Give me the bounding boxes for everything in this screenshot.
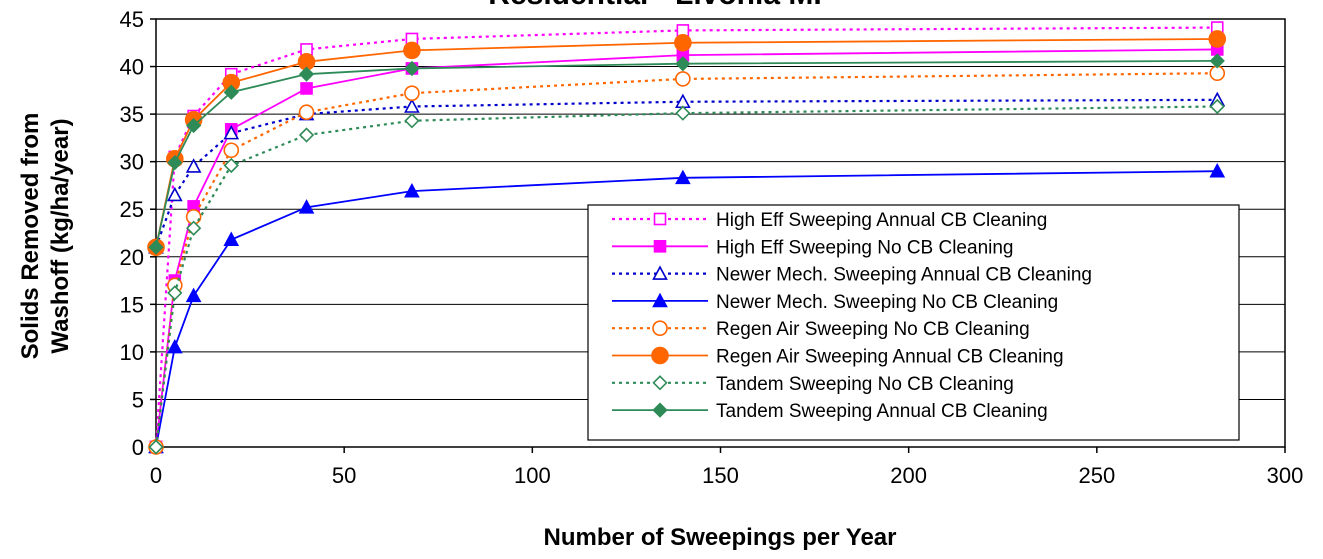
data-point	[1209, 162, 1226, 178]
series-line	[155, 170, 1218, 448]
data-point	[298, 199, 315, 214]
data-point	[651, 346, 669, 365]
legend-label: Regen Air Sweeping No CB Cleaning	[716, 319, 1030, 340]
data-point	[653, 212, 667, 226]
data-point	[223, 231, 240, 246]
legend-item: Tandem Sweeping No CB Cleaning	[612, 374, 1014, 395]
data-point	[652, 375, 668, 391]
series-line	[155, 48, 1218, 448]
data-point	[166, 186, 183, 202]
data-point	[675, 105, 691, 121]
data-point	[186, 220, 202, 236]
legend-label: Tandem Sweeping Annual CB Cleaning	[716, 401, 1048, 422]
data-point	[298, 66, 315, 82]
legend-label: High Eff Sweeping Annual CB Cleaning	[716, 210, 1047, 231]
data-point	[185, 287, 202, 303]
data-point	[148, 439, 164, 455]
data-point	[167, 285, 183, 301]
x-tick-label: 50	[332, 463, 356, 488]
x-tick-label: 150	[702, 463, 739, 488]
y-tick-label: 20	[120, 245, 144, 270]
data-point	[653, 240, 667, 253]
x-axis-ticks: 0 50 100 150 200 250 300	[150, 447, 1303, 488]
y-tick-label: 30	[120, 150, 144, 175]
series-3	[148, 162, 1226, 454]
y-tick-label: 15	[120, 292, 144, 317]
data-point	[404, 182, 420, 198]
legend-item: Regen Air Sweeping No CB Cleaning	[612, 319, 1030, 340]
data-point	[675, 169, 691, 185]
y-axis-ticks: 0 5 10 15 20 25 30 35 40 45	[120, 7, 156, 460]
legend: High Eff Sweeping Annual CB Cleaning High…	[587, 204, 1240, 441]
series-layer	[147, 21, 1227, 455]
x-tick-label: 100	[514, 463, 551, 488]
legend-label: High Eff Sweeping No CB Cleaning	[716, 237, 1014, 258]
data-point	[652, 292, 668, 308]
legend-item: Regen Air Sweeping Annual CB Cleaning	[612, 347, 1064, 368]
data-point	[403, 41, 421, 60]
series-7	[148, 53, 1225, 255]
y-axis-title: Solids Removed from Washoff (kg/ha/year)	[17, 113, 74, 360]
data-point	[166, 338, 183, 354]
x-tick-label: 200	[890, 463, 927, 488]
legend-label: Tandem Sweeping No CB Cleaning	[716, 374, 1014, 395]
legend-item: Newer Mech. Sweeping No CB Cleaning	[612, 292, 1058, 313]
series-line	[154, 72, 1218, 448]
data-point	[652, 402, 668, 418]
data-point	[186, 117, 202, 134]
y-tick-label: 45	[120, 7, 144, 32]
legend-item: High Eff Sweeping Annual CB Cleaning	[612, 210, 1047, 231]
data-point	[298, 104, 315, 121]
legend-item: Tandem Sweeping Annual CB Cleaning	[612, 401, 1048, 422]
y-tick-label: 0	[132, 435, 144, 460]
data-point	[404, 113, 420, 129]
data-point	[167, 154, 183, 171]
y-tick-label: 25	[120, 197, 144, 222]
data-point	[223, 124, 240, 140]
legend-label: Newer Mech. Sweeping No CB Cleaning	[716, 292, 1058, 313]
data-point	[652, 320, 668, 337]
chart-title: Residential - Livonia MI	[488, 0, 821, 11]
series-6	[148, 98, 1225, 455]
legend-item: High Eff Sweeping No CB Cleaning	[612, 237, 1014, 258]
data-point	[675, 71, 691, 87]
data-point	[223, 142, 240, 159]
data-point	[300, 82, 313, 95]
data-point	[185, 158, 202, 173]
data-point	[1209, 98, 1225, 115]
y-tick-label: 5	[132, 387, 144, 412]
x-tick-label: 0	[150, 463, 162, 488]
x-axis-title: Number of Sweepings per Year	[543, 524, 896, 551]
data-point	[223, 84, 239, 100]
data-point	[404, 85, 420, 101]
y-axis-title-line1: Solids Removed from	[17, 113, 44, 360]
data-point	[1208, 30, 1227, 48]
series-line	[154, 105, 1218, 448]
legend-item: Newer Mech. Sweeping Annual CB Cleaning	[612, 265, 1092, 286]
data-point	[223, 157, 239, 174]
data-point	[404, 98, 420, 113]
x-tick-label: 300	[1267, 463, 1304, 488]
y-tick-label: 35	[120, 102, 144, 127]
data-point	[652, 265, 668, 280]
legend-label: Regen Air Sweeping Annual CB Cleaning	[716, 347, 1064, 368]
y-axis-title-line2: Washoff (kg/ha/year)	[47, 118, 74, 353]
data-point	[1209, 53, 1225, 69]
data-point	[404, 60, 420, 77]
data-point	[675, 56, 691, 72]
legend-box	[587, 204, 1240, 441]
x-tick-label: 250	[1078, 463, 1115, 488]
series-line	[155, 59, 1218, 248]
y-tick-label: 40	[120, 55, 144, 80]
data-point	[148, 239, 164, 255]
data-point	[674, 33, 692, 52]
legend-label: Newer Mech. Sweeping Annual CB Cleaning	[716, 265, 1092, 286]
data-point	[298, 127, 315, 143]
y-tick-label: 10	[120, 340, 144, 365]
